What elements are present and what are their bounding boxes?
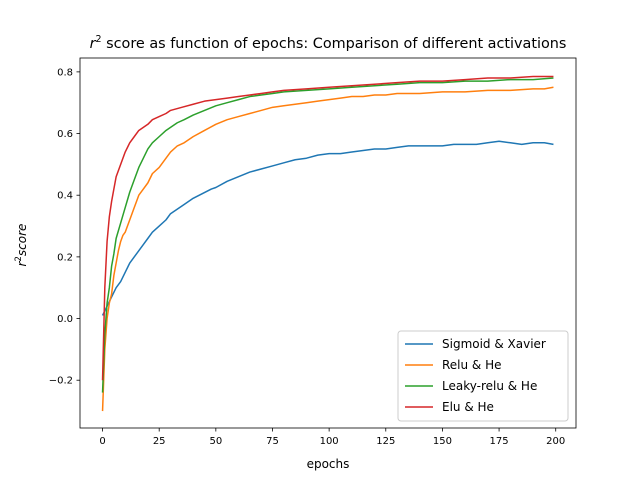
y-tick-label: 0.8 — [57, 67, 73, 78]
chart-title-superscript: 2 — [95, 34, 101, 45]
y-axis-label: r2score — [14, 224, 29, 267]
chart-title: r2 score as function of epochs: Comparis… — [90, 34, 567, 52]
legend-label-1: Sigmoid & Xavier — [442, 337, 546, 351]
x-tick-label: 175 — [490, 436, 509, 447]
y-axis-ticks: −0.2 0.0 0.2 0.4 0.6 0.8 — [49, 67, 80, 387]
legend-label-2: Relu & He — [442, 358, 502, 372]
legend-box — [397, 330, 569, 422]
x-axis-ticks: 0 25 50 75 100 125 150 175 200 — [99, 428, 565, 447]
x-tick-label: 100 — [320, 436, 339, 447]
x-tick-label: 25 — [153, 436, 166, 447]
y-axis-label-base: r — [15, 260, 29, 266]
chart-title-text: score as function of epochs: Comparison … — [102, 36, 567, 52]
axes-frame — [79, 57, 577, 429]
x-axis-label: epochs — [307, 457, 350, 471]
series-line-2 — [101, 86, 554, 412]
y-tick-label: −0.2 — [49, 376, 73, 387]
series-line-4 — [101, 75, 554, 381]
x-tick-label: 150 — [433, 436, 452, 447]
x-tick-label: 0 — [99, 436, 105, 447]
x-tick-label: 200 — [546, 436, 565, 447]
y-axis-label-superscript: 2 — [14, 256, 24, 261]
x-tick-label: 50 — [209, 436, 222, 447]
y-axis-label-text: score — [15, 224, 29, 257]
y-tick-label: 0.2 — [57, 252, 73, 263]
x-tick-label: 125 — [376, 436, 395, 447]
legend-label-3: Leaky-relu & He — [442, 379, 537, 393]
series-layer — [101, 75, 554, 412]
legend: Sigmoid & Xavier Relu & He Leaky-relu & He… — [397, 330, 569, 422]
series-line-1 — [101, 140, 554, 316]
plot-area-border — [79, 57, 577, 429]
y-tick-label: 0.6 — [57, 129, 73, 140]
y-tick-label: 0.4 — [57, 191, 73, 202]
legend-label-4: Elu & He — [442, 400, 494, 414]
y-tick-label: 0.0 — [57, 314, 73, 325]
chart-title-prefix: r — [90, 36, 97, 52]
x-tick-label: 75 — [266, 436, 279, 447]
series-line-3 — [101, 77, 554, 393]
